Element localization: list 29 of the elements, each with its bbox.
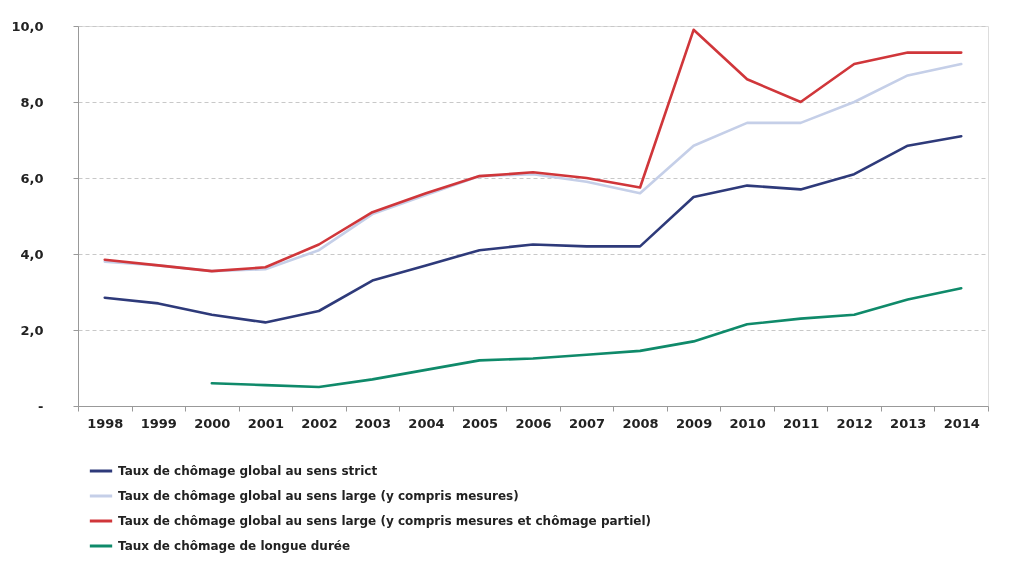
x-tick-label: 2010 <box>729 415 766 431</box>
x-tick-label: 2014 <box>943 415 980 431</box>
y-tick-label: 4,0 <box>20 246 44 262</box>
x-tick-label: 2011 <box>783 415 820 431</box>
x-tick-label: 2008 <box>622 415 659 431</box>
x-tick-label: 2007 <box>568 415 606 431</box>
legend-label: Taux de chômage global au sens large (y compris mesures) <box>118 489 519 503</box>
x-tick-label: 2001 <box>247 415 284 431</box>
x-tick-label: 2012 <box>836 415 873 431</box>
y-tick-label: - <box>38 398 44 414</box>
y-tick-label: 6,0 <box>20 170 44 186</box>
x-tick-label: 2006 <box>515 415 552 431</box>
x-tick-label: 2003 <box>354 415 392 431</box>
x-tick-label: 2004 <box>408 415 445 431</box>
legend-label: Taux de chômage global au sens large (y compris mesures et chômage partiel) <box>118 514 652 528</box>
x-tick-label: 1999 <box>140 415 177 431</box>
y-tick-label: 8,0 <box>20 94 44 110</box>
x-tick-label: 2000 <box>194 415 231 431</box>
line-series <box>210 286 963 389</box>
y-tick-label: 2,0 <box>20 322 44 338</box>
x-tick-label: 2013 <box>890 415 927 431</box>
x-tick-label: 2009 <box>675 415 713 431</box>
y-tick-label: 10,0 <box>11 18 44 34</box>
x-tick-label: 1998 <box>87 415 124 431</box>
line-series <box>103 134 963 324</box>
legend-label: Taux de chômage global au sens strict <box>118 464 378 478</box>
x-tick-label: 2005 <box>461 415 499 431</box>
x-tick-label: 2002 <box>301 415 338 431</box>
legend-label: Taux de chômage de longue durée <box>118 539 351 553</box>
